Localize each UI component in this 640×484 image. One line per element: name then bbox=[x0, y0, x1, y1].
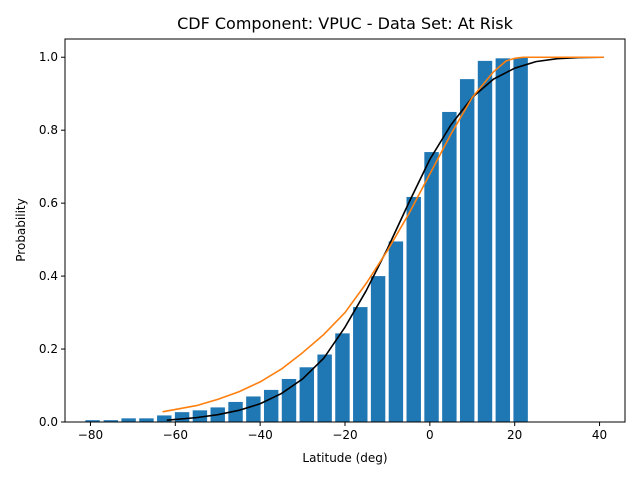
x-tick-label: −20 bbox=[332, 428, 357, 442]
x-tick-label: −80 bbox=[78, 428, 103, 442]
bar bbox=[495, 58, 511, 422]
curve-group bbox=[162, 56, 604, 421]
y-tick-label: 1.0 bbox=[39, 50, 58, 64]
bar bbox=[513, 57, 528, 422]
x-tick-label: 0 bbox=[426, 428, 434, 442]
bar bbox=[246, 396, 261, 422]
bar bbox=[121, 418, 136, 422]
bar bbox=[263, 389, 279, 422]
bar bbox=[139, 418, 154, 422]
y-axis-ticks: 0.0 0.2 0.4 0.6 0.8 1.0 bbox=[39, 50, 65, 429]
bar bbox=[477, 60, 493, 423]
bar bbox=[103, 420, 119, 422]
bar bbox=[388, 241, 404, 422]
x-axis-label: Latitude (deg) bbox=[302, 451, 387, 465]
x-tick-label: 20 bbox=[507, 428, 522, 442]
bar bbox=[174, 412, 190, 422]
bar bbox=[192, 410, 208, 422]
x-tick-label: −60 bbox=[163, 428, 188, 442]
x-tick-label: −40 bbox=[247, 428, 272, 442]
bar bbox=[370, 276, 386, 422]
chart-title: CDF Component: VPUC - Data Set: At Risk bbox=[177, 14, 514, 33]
bar-group bbox=[85, 57, 528, 423]
y-axis-label: Probability bbox=[14, 198, 28, 261]
bar bbox=[299, 367, 315, 422]
y-tick-label: 0.2 bbox=[39, 342, 58, 356]
cdf-curve-2 bbox=[162, 56, 604, 413]
y-tick-label: 0.8 bbox=[39, 123, 58, 137]
y-tick-label: 0.6 bbox=[39, 196, 58, 210]
y-tick-label: 0.0 bbox=[39, 415, 58, 429]
y-tick-label: 0.4 bbox=[39, 269, 58, 283]
bar bbox=[424, 152, 439, 423]
bar bbox=[281, 378, 297, 422]
bar bbox=[335, 333, 350, 422]
x-axis-ticks: −80 −60 −40 −20 0 20 40 bbox=[78, 422, 607, 442]
bar bbox=[406, 196, 421, 422]
bar bbox=[442, 111, 457, 422]
cdf-curve-1 bbox=[166, 56, 604, 421]
bar bbox=[317, 354, 332, 422]
bar bbox=[228, 401, 243, 422]
bar bbox=[353, 307, 368, 422]
x-tick-label: 40 bbox=[592, 428, 607, 442]
bar bbox=[459, 79, 475, 422]
bar bbox=[85, 420, 100, 422]
bar bbox=[157, 415, 172, 422]
